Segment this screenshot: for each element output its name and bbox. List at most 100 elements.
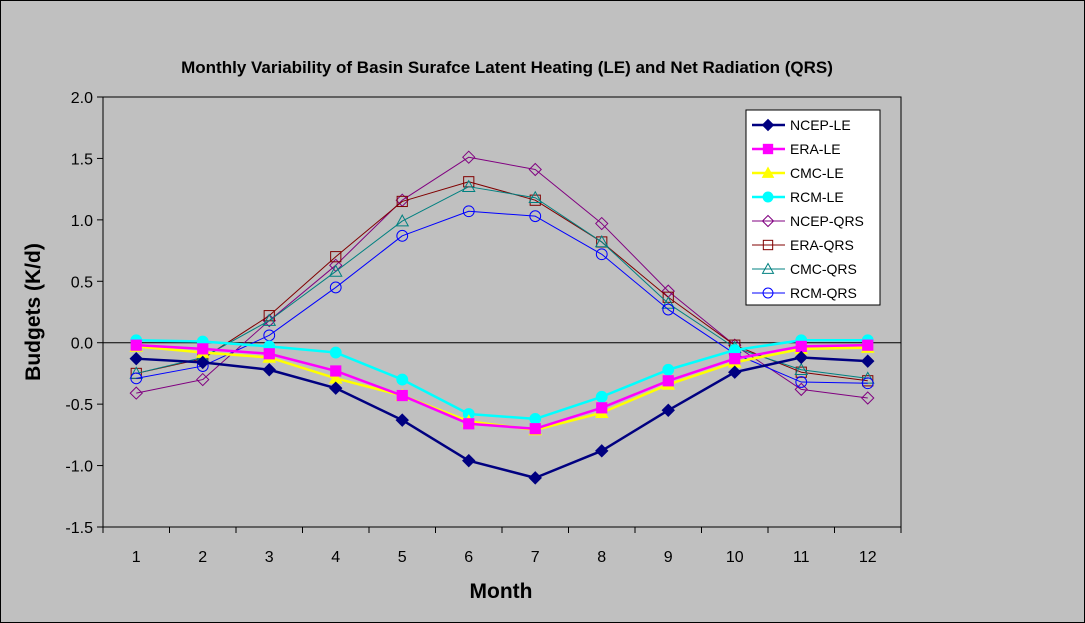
y-axis: 2.0 1.5 1.0 0.5 0.0 -0.5 -1.0 -1.5	[65, 90, 103, 537]
data-point-era-le	[862, 339, 874, 351]
data-point-ncep-le	[395, 413, 409, 427]
x-tick-label: 2	[198, 549, 207, 566]
series-ncep-le	[129, 350, 875, 485]
data-point-era-le	[197, 343, 209, 355]
data-point-ncep-le	[794, 350, 808, 365]
data-point-rcm-le	[396, 373, 409, 386]
data-point-rcm-qrs	[396, 229, 409, 242]
series-line-era-le	[136, 343, 868, 430]
data-point-rcm-qrs	[462, 205, 475, 218]
data-point-ncep-le	[262, 363, 276, 377]
data-point-ncep-le	[462, 453, 476, 468]
data-point-cmc-qrs	[262, 313, 277, 326]
x-tick-label: 3	[265, 549, 274, 566]
data-point-cmc-qrs	[461, 179, 476, 192]
data-point-ncep-le	[661, 403, 675, 417]
x-tick-label: 4	[331, 549, 340, 566]
data-point-era-le	[729, 353, 741, 365]
legend-marker	[762, 191, 774, 203]
data-point-rcm-qrs	[329, 281, 342, 294]
legend-item-rcm-le: RCM-LE	[752, 189, 844, 205]
legend-marker	[761, 214, 775, 228]
data-point-ncep-qrs	[196, 372, 210, 387]
data-point-rcm-qrs	[595, 248, 608, 261]
legend-item-ncep-qrs: NCEP-QRS	[752, 213, 864, 229]
series-era-le	[130, 339, 874, 435]
series-line-rcm-qrs	[136, 210, 868, 384]
data-point-rcm-qrs	[529, 210, 542, 223]
legend-label: RCM-LE	[790, 189, 844, 205]
data-point-rcm-qrs	[861, 377, 874, 390]
legend-item-cmc-le: CMC-LE	[752, 165, 844, 181]
y-tick-label: -1.5	[65, 520, 93, 537]
y-tick-label: 2.0	[71, 90, 93, 107]
data-point-ncep-le	[595, 444, 609, 458]
x-tick-label: 1	[132, 549, 141, 566]
series-line-ncep-le	[136, 356, 868, 480]
x-tick-label: 6	[464, 549, 473, 566]
series-group	[129, 150, 875, 485]
legend-label: ERA-QRS	[790, 237, 854, 253]
legend-item-era-le: ERA-LE	[752, 141, 841, 157]
data-point-rcm-qrs	[662, 303, 675, 316]
x-axis: 1 2 3 4 5 6 7 8 9 10 11 12	[102, 527, 902, 566]
data-point-ncep-le	[861, 354, 875, 368]
legend-item-rcm-qrs: RCM-QRS	[752, 285, 857, 301]
chart-title: Monthly Variability of Basin Surafce Lat…	[181, 58, 833, 77]
data-point-rcm-qrs	[130, 372, 143, 385]
x-tick-label: 12	[859, 549, 877, 566]
legend-item-era-qrs: ERA-QRS	[752, 237, 854, 253]
x-tick-label: 5	[398, 549, 407, 566]
y-tick-label: 1.5	[71, 151, 93, 168]
data-point-cmc-qrs	[395, 214, 410, 227]
data-point-rcm-qrs	[795, 376, 808, 388]
series-line-ncep-qrs	[136, 156, 868, 399]
legend-item-ncep-le: NCEP-LE	[752, 117, 851, 133]
data-point-cmc-qrs	[661, 296, 676, 309]
legend-label: NCEP-LE	[790, 117, 851, 133]
data-point-ncep-qrs	[861, 391, 875, 405]
data-point-era-le	[263, 348, 275, 360]
legend: NCEP-LE ERA-LE CMC-LE RCM-LE NCEP-QRS ERA-QRS…	[745, 109, 881, 306]
y-axis-label: Budgets (K/d)	[22, 243, 45, 381]
data-point-ncep-qrs	[129, 386, 143, 400]
series-line-rcm-le	[136, 339, 868, 421]
data-point-era-le	[596, 402, 608, 414]
data-point-era-le	[330, 365, 342, 377]
data-point-rcm-le	[595, 390, 608, 403]
data-point-ncep-qrs	[528, 162, 542, 177]
legend-marker	[761, 118, 775, 132]
data-point-ncep-qrs	[595, 216, 609, 231]
data-point-rcm-le	[329, 346, 342, 359]
legend-marker	[761, 262, 775, 274]
legend-marker	[762, 287, 774, 299]
data-point-era-le	[396, 389, 408, 402]
legend-marker	[761, 166, 775, 178]
data-point-era-qrs	[396, 195, 408, 208]
data-point-ncep-qrs	[794, 382, 808, 397]
x-tick-label: 7	[531, 549, 540, 566]
data-point-ncep-le	[129, 351, 143, 366]
legend-label: CMC-QRS	[790, 261, 857, 277]
data-point-era-le	[662, 375, 674, 387]
x-tick-label: 8	[597, 549, 606, 566]
data-point-era-qrs	[662, 291, 674, 303]
legend-label: CMC-LE	[790, 165, 844, 181]
data-point-ncep-le	[728, 365, 742, 379]
data-point-cmc-qrs	[528, 190, 543, 204]
legend-marker	[762, 239, 774, 251]
data-point-era-le	[130, 339, 142, 351]
x-tick-label: 9	[664, 549, 673, 566]
x-tick-label: 11	[793, 549, 810, 566]
data-point-rcm-le	[662, 363, 675, 376]
legend-item-cmc-qrs: CMC-QRS	[752, 261, 857, 277]
data-point-era-qrs	[330, 251, 342, 263]
y-tick-label: 0.5	[71, 274, 93, 291]
data-point-cmc-qrs	[328, 264, 343, 277]
x-tick-label: 10	[726, 549, 744, 566]
data-point-era-le	[463, 418, 475, 430]
x-axis-label: Month	[470, 580, 533, 603]
legend-label: ERA-LE	[790, 141, 841, 157]
y-tick-label: -0.5	[65, 397, 93, 414]
